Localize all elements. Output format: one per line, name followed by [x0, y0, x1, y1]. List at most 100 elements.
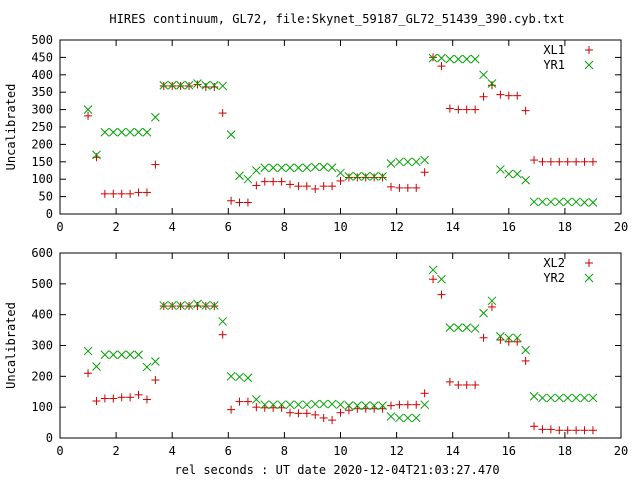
bottom-panel: 0 2 4 6 8 10 12 14 16 18 200100200300400500600Unca…: [4, 246, 628, 458]
x-tick-label: 10: [333, 444, 347, 458]
data-point: [252, 181, 261, 190]
data-point: [108, 127, 118, 137]
y-tick-label: 500: [31, 33, 53, 47]
data-point: [227, 196, 236, 205]
x-tick-label: 10: [333, 220, 347, 234]
data-point: [403, 400, 412, 409]
data-point: [176, 80, 185, 90]
data-point: [268, 400, 278, 410]
data-point: [504, 337, 513, 346]
data-point: [479, 70, 488, 80]
data-point: [310, 399, 320, 409]
data-point: [277, 163, 286, 173]
data-point: [496, 335, 505, 344]
data-point: [403, 183, 412, 192]
data-point: [235, 372, 244, 382]
data-point: [487, 302, 496, 311]
data-point: [403, 413, 413, 423]
y-tick-label: 450: [31, 50, 53, 64]
data-point: [327, 399, 337, 409]
data-point: [479, 333, 488, 342]
data-point: [572, 426, 581, 435]
data-point: [563, 426, 572, 435]
data-point: [117, 127, 127, 137]
data-point: [361, 172, 371, 181]
data-point: [235, 171, 244, 181]
data-point: [319, 413, 328, 422]
x-tick-label: 4: [169, 220, 176, 234]
data-point: [260, 400, 270, 410]
data-point: [420, 400, 430, 410]
data-point: [209, 80, 219, 90]
data-point: [218, 81, 228, 91]
data-point: [84, 369, 93, 378]
data-point: [580, 157, 589, 166]
x-tick-label: 18: [558, 220, 572, 234]
data-point: [437, 290, 446, 299]
data-point: [370, 173, 379, 182]
data-point: [142, 395, 151, 404]
data-point: [588, 198, 598, 207]
data-point: [420, 389, 429, 398]
legend-label: YR2: [543, 271, 565, 285]
data-point: [529, 197, 539, 207]
data-point: [142, 127, 152, 137]
data-point: [100, 350, 110, 360]
data-point: [546, 157, 555, 166]
data-point: [453, 323, 463, 332]
data-point: [184, 301, 194, 310]
data-point: [83, 105, 93, 114]
y-tick-label: 400: [31, 308, 53, 322]
data-point: [496, 90, 505, 99]
x-tick-label: 8: [281, 444, 288, 458]
y-tick-label: 250: [31, 120, 53, 134]
data-point: [378, 172, 387, 181]
x-tick-label: 2: [112, 220, 119, 234]
data-point: [395, 400, 404, 409]
data-point: [403, 157, 413, 167]
data-point: [352, 401, 362, 410]
data-point: [100, 394, 109, 403]
data-point: [471, 380, 480, 389]
y-tick-label: 100: [31, 400, 53, 414]
legend-marker: [585, 259, 593, 267]
data-point: [235, 198, 244, 207]
y-tick-label: 200: [31, 369, 53, 383]
legend-marker: [584, 273, 594, 283]
data-point: [563, 393, 573, 403]
y-tick-label: 150: [31, 155, 53, 169]
data-point: [125, 127, 135, 137]
x-axis-label: rel seconds : UT date 2020-12-04T21:03:2…: [174, 463, 499, 477]
data-point: [294, 182, 303, 191]
data-point: [369, 172, 379, 181]
x-tick-label: 20: [614, 444, 628, 458]
data-point: [529, 392, 539, 401]
data-point: [126, 393, 135, 402]
data-point: [462, 380, 471, 389]
data-point: [546, 425, 555, 434]
data-point: [513, 91, 522, 100]
data-point: [109, 394, 118, 403]
data-point: [395, 413, 404, 423]
data-point: [420, 168, 429, 177]
data-point: [227, 405, 236, 414]
data-point: [453, 54, 463, 64]
data-point: [555, 157, 564, 166]
data-point: [496, 165, 505, 174]
legend-label: XL1: [543, 43, 565, 57]
x-tick-label: 18: [558, 444, 572, 458]
x-tick-label: 14: [445, 444, 459, 458]
data-point: [378, 173, 387, 182]
data-point: [538, 157, 547, 166]
data-point: [571, 393, 581, 403]
data-point: [201, 80, 211, 90]
x-tick-label: 4: [169, 444, 176, 458]
data-point: [487, 79, 497, 88]
data-point: [92, 397, 101, 405]
data-point: [151, 160, 160, 169]
data-point: [286, 408, 295, 417]
data-point: [310, 162, 320, 172]
data-point: [285, 163, 295, 173]
data-point: [92, 150, 101, 160]
data-point: [277, 400, 286, 410]
